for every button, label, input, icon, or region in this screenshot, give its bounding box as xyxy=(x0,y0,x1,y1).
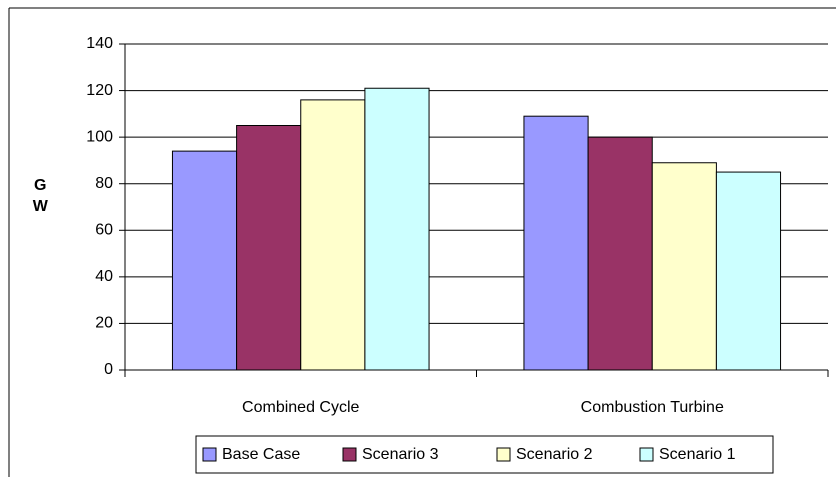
legend-swatch xyxy=(342,447,357,462)
legend-label: Scenario 2 xyxy=(516,446,593,463)
legend-label: Base Case xyxy=(222,446,300,463)
legend-swatch xyxy=(496,447,511,462)
bar xyxy=(236,125,302,371)
y-axis-label: GW xyxy=(31,177,48,219)
bar xyxy=(651,162,717,371)
legend-swatch xyxy=(639,447,654,462)
x-tick-label: Combustion Turbine xyxy=(581,399,724,416)
bar xyxy=(715,171,782,371)
legend xyxy=(195,435,774,474)
legend-label: Scenario 1 xyxy=(659,446,736,463)
y-tick-label: 40 xyxy=(95,268,113,285)
y-tick-label: 20 xyxy=(95,315,113,332)
y-tick-label: 80 xyxy=(95,175,113,192)
bar xyxy=(171,150,238,371)
legend-label: Scenario 3 xyxy=(362,446,439,463)
bar xyxy=(300,99,366,371)
y-tick-label: 120 xyxy=(86,82,113,99)
bar xyxy=(364,87,430,371)
y-tick-label: 140 xyxy=(86,35,113,52)
y-tick-label: 0 xyxy=(104,361,113,378)
bar xyxy=(587,136,653,371)
x-tick-label: Combined Cycle xyxy=(242,399,359,416)
legend-swatch xyxy=(202,447,217,462)
y-tick-label: 60 xyxy=(95,222,113,239)
bar xyxy=(523,115,589,371)
y-tick-label: 100 xyxy=(86,128,113,145)
